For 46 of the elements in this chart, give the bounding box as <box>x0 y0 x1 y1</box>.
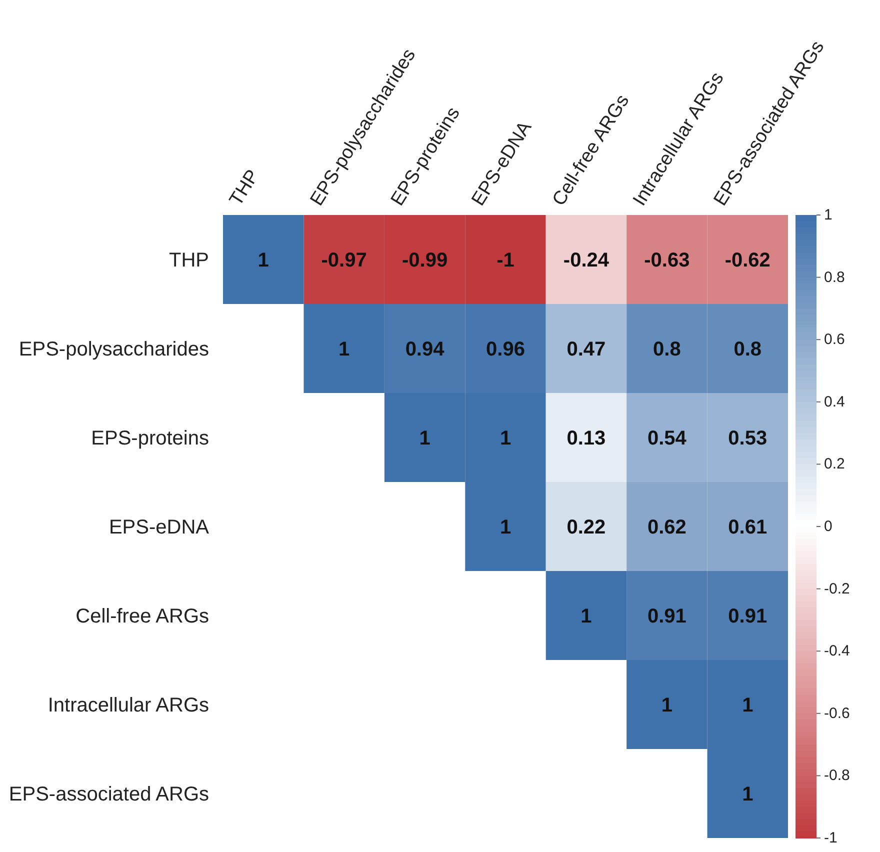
data-label: 1 <box>258 250 269 272</box>
data-label: 0.91 <box>647 606 686 628</box>
color-bar-label: -0.2 <box>824 580 850 598</box>
color-bar-label: -1 <box>824 830 838 846</box>
data-label: -0.97 <box>321 250 367 272</box>
data-label: 0.96 <box>486 338 525 361</box>
data-label: 0.13 <box>566 428 606 450</box>
y-tick-label: EPS-proteins <box>91 428 209 450</box>
color-bar-label: -0.6 <box>824 704 850 722</box>
y-tick-label: Intracellular ARGs <box>48 694 209 717</box>
color-bar-label: 0 <box>824 518 832 535</box>
data-label: 0.53 <box>728 428 768 450</box>
data-label: 0.94 <box>405 338 446 361</box>
y-tick-label: EPS-associated ARGs <box>8 784 209 806</box>
data-label: 1 <box>661 694 672 717</box>
data-label: 1 <box>419 428 430 450</box>
color-bar-label: 0.6 <box>824 331 845 348</box>
data-label: 0.62 <box>647 516 686 539</box>
color-bar-label: 0.2 <box>824 456 845 473</box>
y-tick-label: EPS-polysaccharides <box>18 338 209 361</box>
data-label: 1 <box>500 428 512 450</box>
data-label: 0.91 <box>728 606 768 628</box>
data-label: 1 <box>580 606 592 628</box>
data-label: 1 <box>500 516 512 539</box>
data-label: 1 <box>338 338 350 361</box>
data-label: 0.8 <box>653 338 681 361</box>
data-label: 0.47 <box>566 338 606 361</box>
data-label: 0.8 <box>734 338 762 361</box>
data-label: -0.62 <box>724 250 770 272</box>
data-label: 0.61 <box>728 516 768 539</box>
color-bar-label: -0.8 <box>824 767 850 784</box>
y-tick-label: EPS-eDNA <box>108 516 210 539</box>
data-label: 1 <box>742 694 754 717</box>
data-label: 0.54 <box>647 428 688 450</box>
y-tick-label: Cell-free ARGs <box>76 606 209 628</box>
color-bar-label: -0.4 <box>824 642 850 660</box>
color-bar-label: 0.4 <box>824 393 845 410</box>
data-label: -0.63 <box>644 250 690 272</box>
data-label: -1 <box>496 250 514 272</box>
data-label: 1 <box>742 784 754 806</box>
data-label: 0.22 <box>566 516 606 539</box>
data-label: -0.24 <box>563 250 610 272</box>
data-label: -0.99 <box>402 250 448 272</box>
color-bar-label: 1 <box>824 206 832 224</box>
color-bar-label: 0.8 <box>824 268 845 286</box>
y-tick-label: THP <box>169 250 209 272</box>
